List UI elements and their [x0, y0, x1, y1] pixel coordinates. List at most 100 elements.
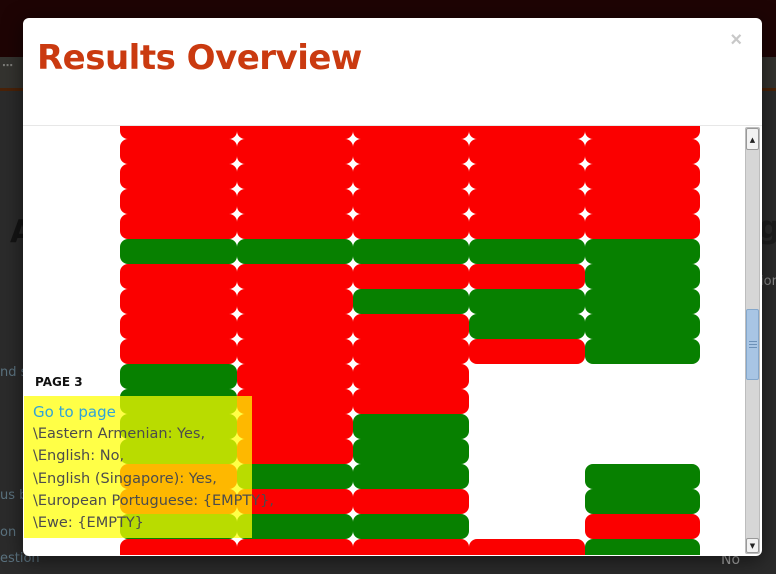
result-cell[interactable]	[469, 189, 585, 214]
result-cell[interactable]	[237, 514, 353, 539]
result-cell[interactable]	[237, 414, 353, 439]
result-cell[interactable]	[353, 539, 469, 555]
result-cell[interactable]	[237, 164, 353, 189]
result-cell[interactable]	[469, 539, 585, 555]
result-cell[interactable]	[353, 139, 469, 164]
background-link-fragment: nd s	[0, 365, 28, 380]
result-cell[interactable]	[353, 389, 469, 414]
result-cell[interactable]	[353, 339, 469, 364]
result-cell[interactable]	[237, 289, 353, 314]
result-cell[interactable]	[120, 239, 237, 264]
result-cell[interactable]	[469, 239, 585, 264]
result-cell[interactable]	[120, 139, 237, 164]
result-cell[interactable]	[585, 514, 700, 539]
result-cell[interactable]	[469, 289, 585, 314]
result-cell[interactable]	[585, 264, 700, 289]
result-cell[interactable]	[120, 289, 237, 314]
modal-header: Results Overview ×	[23, 18, 762, 126]
result-cell[interactable]	[120, 214, 237, 239]
result-cell[interactable]	[353, 489, 469, 514]
result-cell[interactable]	[585, 214, 700, 239]
results-overview-modal: Results Overview × PAGE 3 Go to page \Ea…	[23, 18, 762, 556]
result-cell[interactable]	[120, 164, 237, 189]
result-cell[interactable]	[585, 339, 700, 364]
scroll-down-icon[interactable]: ▼	[746, 538, 759, 553]
result-cell[interactable]	[237, 389, 353, 414]
background-link-fragment: on	[0, 525, 17, 540]
tooltip-line: \European Portuguese: {EMPTY},	[33, 492, 274, 509]
result-cell[interactable]	[237, 139, 353, 164]
result-cell[interactable]	[237, 439, 353, 464]
result-cell[interactable]	[585, 489, 700, 514]
cell-tooltip: Go to page \Eastern Armenian: Yes, \Engli…	[24, 396, 274, 538]
result-cell[interactable]	[120, 189, 237, 214]
tooltip-line: \English: No,	[33, 448, 125, 465]
result-cell[interactable]	[353, 126, 469, 139]
result-cell[interactable]	[353, 239, 469, 264]
result-cell[interactable]	[353, 414, 469, 439]
result-cell[interactable]	[353, 289, 469, 314]
go-to-page-link[interactable]: Go to page	[33, 403, 116, 421]
result-cell[interactable]	[237, 364, 353, 389]
result-cell[interactable]	[120, 364, 237, 389]
result-cell[interactable]	[469, 139, 585, 164]
tooltip-line: \Eastern Armenian: Yes,	[33, 426, 206, 442]
result-cell[interactable]	[585, 464, 700, 489]
vertical-scrollbar[interactable]: ▲ ▼	[745, 127, 760, 554]
result-cell[interactable]	[237, 264, 353, 289]
result-cell[interactable]	[237, 214, 353, 239]
result-cell[interactable]	[353, 364, 469, 389]
result-cell[interactable]	[237, 126, 353, 139]
tooltip-line: \Ewe: {EMPTY}	[33, 515, 144, 532]
scrollbar-thumb[interactable]	[746, 309, 759, 380]
result-cell[interactable]	[353, 439, 469, 464]
result-cell[interactable]	[469, 214, 585, 239]
result-cell[interactable]	[585, 539, 700, 555]
scrollbar-grip-icon	[749, 341, 757, 349]
result-cell[interactable]	[469, 126, 585, 139]
close-icon[interactable]: ×	[726, 28, 746, 52]
tooltip-line: \English (Singapore): Yes,	[33, 470, 217, 487]
result-cell[interactable]	[120, 126, 237, 139]
modal-body: PAGE 3 Go to page \Eastern Armenian: Yes…	[23, 126, 762, 555]
result-cell[interactable]	[469, 164, 585, 189]
result-cell[interactable]	[585, 189, 700, 214]
result-cell[interactable]	[237, 489, 353, 514]
background-text-fragment-right: ion	[760, 274, 776, 289]
result-cell[interactable]	[353, 514, 469, 539]
result-cell[interactable]	[353, 189, 469, 214]
result-cell[interactable]	[469, 314, 585, 339]
result-cell[interactable]	[237, 239, 353, 264]
result-cell[interactable]	[469, 264, 585, 289]
result-cell[interactable]	[353, 314, 469, 339]
result-cell[interactable]	[237, 314, 353, 339]
result-cell[interactable]	[353, 164, 469, 189]
tooltip-lines: \Eastern Armenian: Yes, \English: No, \Eng…	[33, 423, 274, 534]
result-cell[interactable]	[585, 164, 700, 189]
result-cell[interactable]	[120, 539, 237, 555]
result-cell[interactable]	[120, 339, 237, 364]
result-cell[interactable]	[353, 214, 469, 239]
background-link-fragment: us b	[0, 488, 28, 503]
result-cell[interactable]	[120, 264, 237, 289]
result-cell[interactable]	[585, 314, 700, 339]
result-cell[interactable]	[469, 339, 585, 364]
result-cell[interactable]	[353, 464, 469, 489]
result-cell[interactable]	[585, 139, 700, 164]
result-cell[interactable]	[237, 339, 353, 364]
background-answer-fragment: No	[721, 552, 741, 568]
result-cell[interactable]	[353, 264, 469, 289]
modal-title: Results Overview	[37, 38, 362, 78]
result-cell[interactable]	[585, 289, 700, 314]
toolbar-dots-icon: ⋯	[2, 59, 15, 72]
page-label: PAGE 3	[35, 375, 83, 389]
result-cell[interactable]	[585, 239, 700, 264]
background-heading-fragment-right: gu	[758, 210, 776, 246]
result-cell[interactable]	[237, 539, 353, 555]
result-cell[interactable]	[585, 126, 700, 139]
result-cell[interactable]	[237, 189, 353, 214]
result-cell[interactable]	[237, 464, 353, 489]
scroll-up-icon[interactable]: ▲	[746, 128, 759, 150]
results-grid	[23, 126, 762, 555]
result-cell[interactable]	[120, 314, 237, 339]
